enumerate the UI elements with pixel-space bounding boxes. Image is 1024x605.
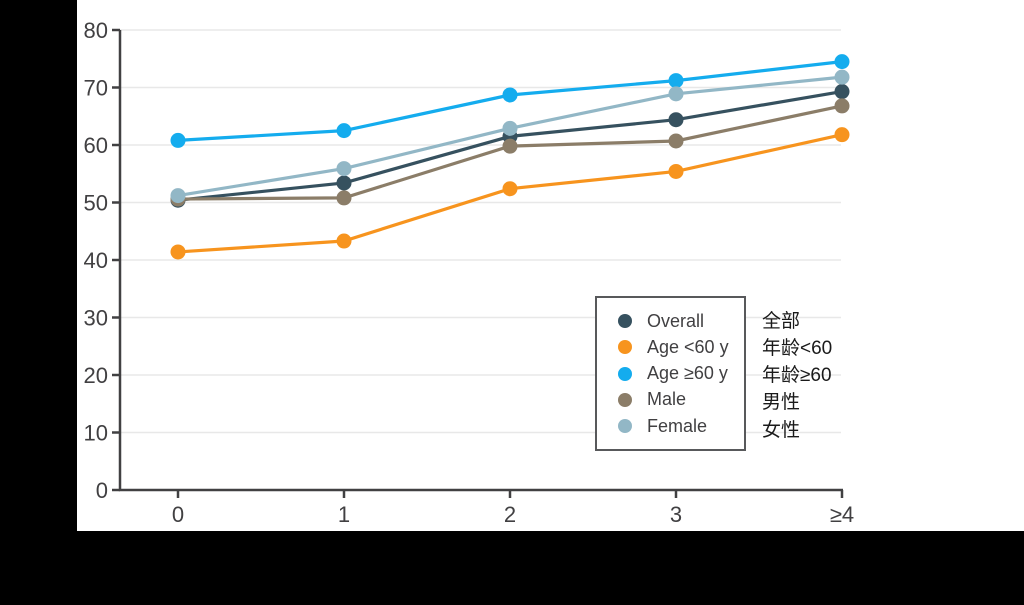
x-axis-tick-label: 3 bbox=[670, 502, 682, 527]
legend-label-zh: 年龄≥60 bbox=[762, 365, 832, 386]
y-axis-tick-label: 20 bbox=[84, 363, 108, 388]
legend-dot-icon bbox=[618, 366, 632, 381]
legend-item: Male bbox=[618, 389, 744, 410]
x-axis-tick-label: 0 bbox=[172, 502, 184, 527]
legend-box: Overall Age <60 y Age ≥60 y Male Female bbox=[595, 296, 746, 451]
data-point bbox=[170, 132, 186, 148]
y-axis-tick-label: 80 bbox=[84, 18, 108, 43]
legend-item: Age <60 y bbox=[618, 337, 744, 357]
legend-label-zh: 男性 bbox=[762, 392, 801, 414]
y-axis-tick-label: 40 bbox=[84, 248, 108, 273]
legend-translation-column: 全部年龄<60 年龄≥60 男性女性 bbox=[762, 296, 832, 451]
legend-dot-icon bbox=[618, 419, 632, 433]
data-point bbox=[834, 84, 850, 100]
y-axis-tick-label: 70 bbox=[84, 76, 108, 101]
x-axis-tick-label: ≥4 bbox=[830, 502, 854, 527]
data-point bbox=[668, 133, 684, 149]
legend-item: Age ≥60 y bbox=[618, 363, 744, 384]
data-point bbox=[336, 123, 352, 139]
legend-label: Female bbox=[647, 415, 708, 436]
data-point bbox=[336, 161, 352, 177]
data-point bbox=[502, 181, 518, 197]
data-point bbox=[668, 112, 684, 128]
data-point bbox=[502, 87, 518, 103]
data-point bbox=[668, 163, 684, 179]
legend-label: Age <60 y bbox=[647, 336, 729, 357]
data-point bbox=[834, 127, 850, 143]
line-chart: 0 10 20 30 40 50 60 70 80 0 1 2 3 ≥4 bbox=[84, 18, 855, 527]
data-point bbox=[834, 69, 850, 85]
legend-dot-icon bbox=[618, 392, 632, 407]
legend-dot-icon bbox=[618, 314, 632, 328]
legend-label: Age ≥60 y bbox=[647, 363, 728, 383]
data-point bbox=[502, 120, 518, 136]
x-axis-tick-label: 1 bbox=[338, 502, 350, 527]
data-point bbox=[668, 86, 684, 102]
data-point bbox=[170, 188, 186, 204]
y-axis-tick-label: 30 bbox=[84, 306, 108, 331]
y-axis-tick-label: 0 bbox=[96, 478, 108, 503]
legend-label-zh: 年龄<60 bbox=[762, 337, 833, 359]
legend-dot-icon bbox=[618, 340, 632, 355]
legend-item: Female bbox=[618, 416, 744, 436]
data-point bbox=[668, 73, 684, 89]
legend-item: Overall bbox=[618, 311, 744, 331]
x-axis-tick-label: 2 bbox=[504, 502, 516, 527]
y-axis-tick-label: 50 bbox=[84, 191, 108, 216]
legend-label: Overall bbox=[647, 310, 705, 331]
data-point bbox=[502, 138, 518, 154]
data-point bbox=[336, 233, 352, 249]
data-point bbox=[834, 54, 850, 70]
data-point bbox=[336, 175, 352, 191]
y-axis-tick-label: 10 bbox=[84, 421, 108, 446]
chart-card: 0 10 20 30 40 50 60 70 80 0 1 2 3 ≥4 Overall Age <60 y… bbox=[77, 0, 1024, 531]
y-axis-tick-label: 60 bbox=[84, 133, 108, 158]
legend-label-zh: 全部 bbox=[762, 310, 801, 332]
data-point bbox=[834, 98, 850, 114]
data-point bbox=[336, 190, 352, 206]
data-point bbox=[170, 244, 186, 260]
legend-label-zh: 女性 bbox=[762, 419, 801, 441]
legend-label: Male bbox=[647, 389, 687, 410]
